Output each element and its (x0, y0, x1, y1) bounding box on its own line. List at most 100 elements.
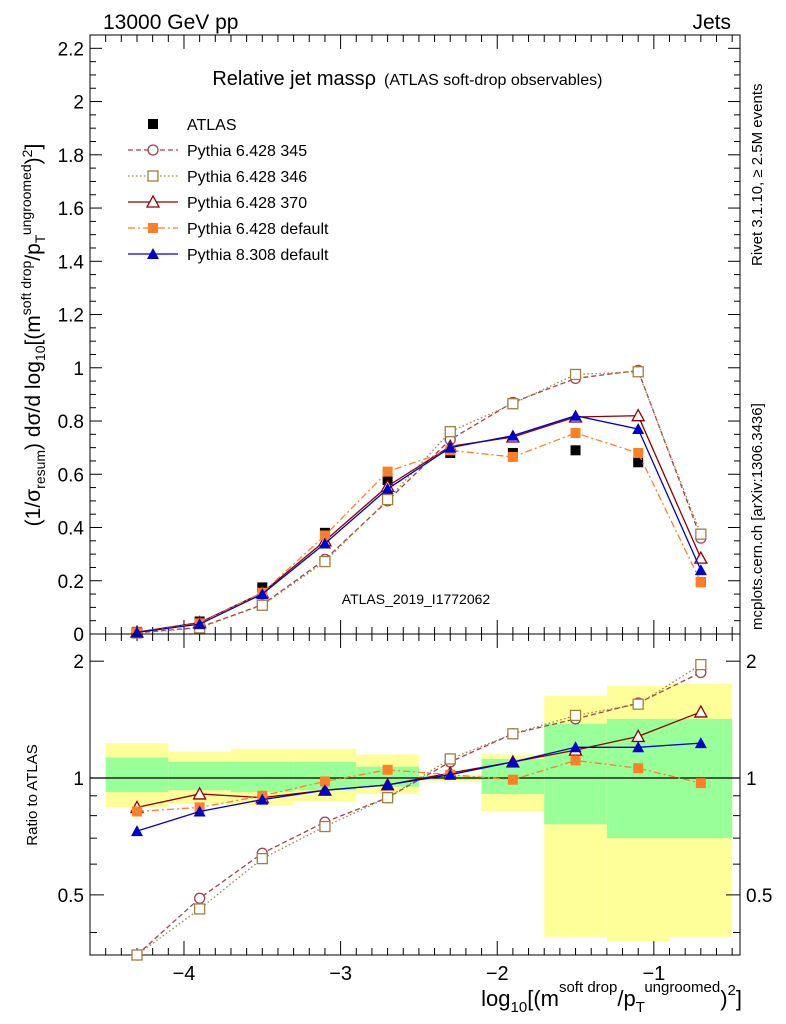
point-pythia-8-308-default (444, 441, 457, 453)
ratio-line-pythia-6-428-370 (136, 711, 702, 809)
ratio-point-pythia-6-428-346 (256, 852, 268, 865)
point-atlas (570, 445, 581, 456)
series-line-pythia-8-308-default (136, 415, 702, 634)
ratio-plot-frame (89, 633, 741, 956)
ratio-point-pythia-8-308-default (569, 741, 582, 753)
x-axis-tick-labels: −4 −3 −2 −1 (173, 963, 666, 985)
legend-label-pythia-8-308-default: Pythia 8.308 default (187, 247, 329, 264)
point-pythia-8-308-default (569, 409, 582, 421)
point-pythia-6-428-default (319, 530, 330, 541)
ratio-y-tick-label: 1 (73, 769, 84, 790)
main-y-tick-label: 1.2 (58, 306, 84, 327)
main-y-tick-label: 1.8 (58, 146, 84, 167)
point-pythia-8-308-default (318, 537, 331, 549)
series-line-pythia-6-428-370 (136, 415, 702, 633)
point-pythia-6-428-370 (693, 550, 708, 564)
ratio-point-pythia-6-428-346 (507, 728, 519, 740)
main-series-layer (129, 364, 708, 639)
mcplots-label: mcplots.cern.ch [arXiv:1306.3436] (749, 403, 766, 630)
ratio-y-axis-label: Ratio to ATLAS (24, 744, 41, 845)
ratio-point-pythia-6-428-346 (131, 949, 143, 961)
main-y-tick-label: 1.6 (58, 199, 84, 220)
point-pythia-8-308-default (506, 429, 519, 441)
ratio-point-pythia-6-428-default (633, 763, 644, 774)
legend-marker-pythia-6-428-default (148, 223, 158, 233)
point-pythia-6-428-default (695, 577, 706, 588)
legend-marker-atlas (148, 119, 158, 129)
band-green (168, 761, 231, 791)
ratio-point-pythia-6-428-346 (632, 698, 644, 710)
ratio-point-pythia-6-428-345 (193, 892, 206, 904)
ratio-line-pythia-6-428-default (136, 759, 701, 813)
chart-title: Relative jet massρ (212, 68, 376, 90)
legend-label-pythia-6-428-default: Pythia 6.428 default (187, 221, 329, 238)
analysis-label: ATLAS_2019_I1772062 (342, 591, 491, 607)
ratio-point-pythia-8-308-default (381, 778, 394, 790)
ratio-point-pythia-6-428-346 (381, 792, 394, 804)
main-y-tick-label: 0.8 (58, 412, 84, 433)
ratio-point-pythia-6-428-346 (444, 753, 456, 765)
ratio-point-pythia-6-428-default (382, 764, 393, 775)
point-pythia-8-308-default (130, 626, 143, 638)
main-y-tick-label: 2 (73, 93, 84, 114)
x-axis-label: log10[(msoft drop/pTungroomed)2] (481, 979, 742, 1016)
ratio-plot-panel: 0.5 0.5 1 1 2 2 Ratio to ATLAS (24, 633, 772, 961)
ratio-point-pythia-8-308-default (444, 768, 457, 780)
legend-marker-pythia-6-428-345 (147, 144, 159, 156)
ratio-point-pythia-6-428-346 (569, 709, 582, 722)
point-pythia-6-428-346 (695, 528, 707, 540)
point-pythia-6-428-346 (256, 599, 268, 611)
main-plot-panel: 0 0.2 0.4 0.6 0.8 1 1.2 1.4 1.6 1.8 2 2.2 Relative … (58, 34, 741, 955)
point-pythia-6-428-default (633, 447, 644, 458)
main-y-tick-label: 1.4 (58, 252, 85, 273)
band-green (544, 723, 607, 825)
header-energy: 13000 GeV pp (103, 11, 238, 34)
ratio-point-pythia-6-428-default (507, 774, 518, 785)
ratio-line-pythia-8-308-default (136, 742, 701, 832)
ratio-y-axis: 0.5 0.5 1 1 2 2 (58, 652, 772, 933)
point-pythia-6-428-default (382, 466, 393, 477)
legend-label-pythia-6-428-370: Pythia 6.428 370 (187, 195, 307, 212)
point-pythia-6-428-346 (632, 366, 644, 378)
point-pythia-8-308-default (256, 588, 269, 600)
ratio-y-tick-label: 0.5 (58, 886, 84, 907)
ratio-y-tick-label-right: 0.5 (746, 886, 772, 907)
chart-subtitle: (ATLAS soft-drop observables) (384, 72, 602, 89)
main-y-axis: 0 0.2 0.4 0.6 0.8 1 1.2 1.4 1.6 1.8 2 2.2 (58, 39, 740, 646)
ratio-point-pythia-8-308-default (130, 825, 143, 837)
point-pythia-6-428-346 (507, 398, 519, 410)
svg-text:(1/σresum) dσ/d log10[(msoft d: (1/σresum) dσ/d log10[(msoft drop/pTungr… (18, 144, 48, 527)
band-green (230, 761, 294, 793)
legend-label-atlas: ATLAS (187, 117, 237, 134)
main-y-tick-label: 0 (73, 625, 84, 646)
uncertainty-bands (90, 683, 740, 942)
ratio-point-pythia-6-428-default (695, 778, 706, 789)
ratio-line-pythia-6-428-345 (136, 671, 702, 956)
ratio-point-pythia-8-308-default (318, 784, 331, 796)
rivet-label: Rivet 3.1.10, ≥ 2.5M events (749, 84, 766, 267)
x-tick-label: −1 (642, 963, 665, 985)
main-y-tick-label: 0.2 (58, 572, 84, 593)
x-tick-label: −4 (173, 963, 196, 985)
series-line-pythia-6-428-default (136, 432, 702, 634)
ratio-point-pythia-8-308-default (694, 737, 707, 749)
ratio-series-layer (129, 658, 708, 961)
point-pythia-6-428-default (507, 451, 518, 462)
main-y-tick-label: 2.2 (58, 39, 84, 60)
point-pythia-6-428-346 (319, 555, 331, 568)
point-pythia-6-428-346 (381, 493, 394, 506)
main-y-tick-label: 0.4 (58, 519, 85, 540)
svg-text:log10[(msoft drop/pTungroomed): log10[(msoft drop/pTungroomed)2] (481, 979, 742, 1016)
header-jets: Jets (692, 11, 731, 34)
x-tick-label: −3 (329, 963, 352, 985)
main-y-axis-label: (1/σresum) dσ/d log10[(msoft drop/pTungr… (18, 144, 48, 527)
ratio-y-tick-label: 2 (73, 652, 84, 673)
ratio-point-pythia-6-428-default (319, 776, 330, 787)
ratio-y-tick-label-right: 2 (746, 652, 757, 673)
point-pythia-6-428-default (570, 428, 581, 439)
main-y-tick-label: 1 (73, 359, 84, 380)
point-pythia-6-428-346 (569, 368, 582, 381)
ratio-point-pythia-6-428-370 (192, 786, 207, 800)
point-pythia-8-308-default (381, 482, 394, 494)
